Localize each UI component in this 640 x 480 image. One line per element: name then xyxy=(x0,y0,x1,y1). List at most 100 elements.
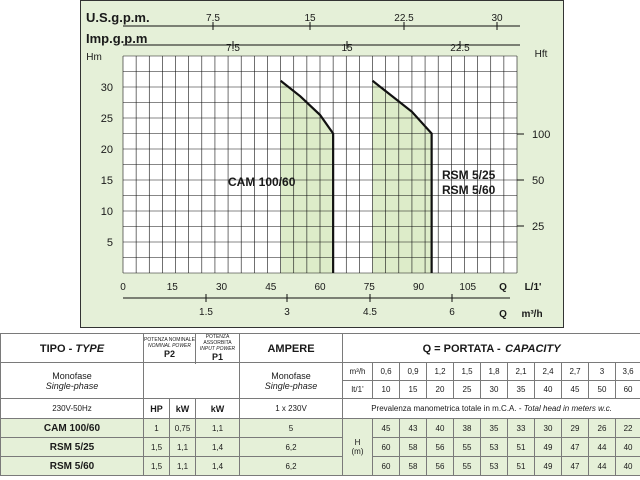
usgpm-tick-label: 22.5 xyxy=(394,13,414,24)
h-label: H xyxy=(354,438,361,447)
hp-cell: 1,5 xyxy=(143,456,170,476)
head-cell: 43 xyxy=(399,418,427,438)
head-cell: 35 xyxy=(480,418,508,438)
potenza-nominale-label: POTENZA NOMINALE xyxy=(144,337,195,343)
q-lt-cell: 20 xyxy=(426,380,454,399)
head-caption-cell: Prevalenza manometrica totale in m.C.A. … xyxy=(341,398,640,419)
hp-cell: 1 xyxy=(143,418,170,438)
pump-curve-chart: U.S.g.p.m.Imp.g.p.m7.5 15 22.5 307.5 15 22.5H… xyxy=(80,0,564,328)
x-bottom-tick-label: 45 xyxy=(265,282,277,293)
head-cell: 44 xyxy=(588,437,616,457)
pump-curve-chart-panel: U.S.g.p.m. Imp.g.p.m 7.5 15 22.5 30 7.5 15 22.5 H… xyxy=(80,0,564,328)
y-right-tick-label: 100 xyxy=(532,129,550,141)
head-cell: 33 xyxy=(507,418,535,438)
curve-annotation: RSM 5/60 xyxy=(442,183,496,197)
hp-header: HP xyxy=(143,398,170,419)
head-caption-en: Total head in meters w.c. xyxy=(523,404,612,413)
head-cell: 58 xyxy=(399,456,427,476)
q-m3h-cell: 1,2 xyxy=(426,362,454,381)
potenza-assorbita-label: POTENZA ASSORBITA xyxy=(203,334,232,347)
head-cell: 38 xyxy=(453,418,481,438)
head-cell: 29 xyxy=(561,418,589,438)
x-bottom-tick-label: 105 xyxy=(459,282,476,293)
head-cell: 58 xyxy=(399,437,427,457)
head-cell: 51 xyxy=(507,456,535,476)
p1-cell: 1,4 xyxy=(195,456,240,476)
impgpm-tick-label: 15 xyxy=(341,43,353,54)
q-lt-cell: 45 xyxy=(561,380,589,399)
usgpm-tick-label: 30 xyxy=(491,13,503,24)
q-lt-cell: 50 xyxy=(588,380,616,399)
q-lt-cell: 25 xyxy=(453,380,481,399)
portata-label: Q = PORTATA - xyxy=(422,343,501,355)
y-left-tick-label: 5 xyxy=(107,237,113,249)
supply-cell: 230V-50Hz xyxy=(0,398,144,419)
q-m3h-cell: 3 xyxy=(588,362,616,381)
head-cell: 47 xyxy=(561,437,589,457)
p1-label: P1 xyxy=(211,352,223,362)
model-cell: CAM 100/60 xyxy=(0,418,144,438)
head-cell: 40 xyxy=(426,418,454,438)
monofase-label: Monofase xyxy=(52,370,92,381)
nominal-power-label: NOMINAL POWER xyxy=(148,343,191,349)
impgpm-tick-label: 7.5 xyxy=(226,43,240,54)
table-row: CAM 100/60 1 0,75 1,1 5 H (m) 45 43 40 3… xyxy=(0,418,640,476)
capacity-header: Q = PORTATA - CAPACITY xyxy=(341,333,640,363)
q-lt-cell: 40 xyxy=(534,380,562,399)
x-bottom2-axis-label: Q xyxy=(499,309,507,320)
p2-cell: 1,1 xyxy=(169,437,196,457)
head-cell: 60 xyxy=(372,456,400,476)
x-bottom-tick-label: 0 xyxy=(120,282,126,293)
kw-p2-header: kW xyxy=(169,398,196,419)
x-bottom2-axis-unit: m³/h xyxy=(521,309,542,320)
type-label: TYPE xyxy=(75,343,105,355)
head-cell: 55 xyxy=(453,437,481,457)
head-cell: 55 xyxy=(453,456,481,476)
y-left-tick-label: 25 xyxy=(101,113,113,125)
ampere-header: AMPERE xyxy=(239,333,343,363)
q-m3h-cell: 2,4 xyxy=(534,362,562,381)
q-lt-cell: 15 xyxy=(399,380,427,399)
m3h-tick-label: 3 xyxy=(284,307,290,318)
capacity-label: CAPACITY xyxy=(505,343,561,355)
head-cell: 51 xyxy=(507,437,535,457)
head-cell: 22 xyxy=(614,418,640,438)
tipo-label: TIPO xyxy=(39,343,66,355)
x-bottom-axis-label: Q xyxy=(499,282,507,293)
y-left-axis-label: Hm xyxy=(86,52,102,63)
p1-cell: 1,4 xyxy=(195,437,240,457)
x-bottom-tick-label: 60 xyxy=(314,282,326,293)
p2-cell: 1,1 xyxy=(169,456,196,476)
head-cell: 53 xyxy=(480,456,508,476)
q-m3h-cell: 1,8 xyxy=(480,362,508,381)
model-cell: RSM 5/60 xyxy=(0,456,144,476)
power-spacer-cell xyxy=(143,362,240,399)
q-lt-cell: 10 xyxy=(372,380,400,399)
tipo-header: TIPO - TYPE xyxy=(0,333,144,363)
nominal-power-header: POTENZA NOMINALE NOMINAL POWER P2 xyxy=(143,333,196,363)
series-line-1 xyxy=(279,79,335,273)
pump-spec-table: TIPO - TYPE POTENZA NOMINALE NOMINAL POW… xyxy=(0,333,640,476)
x-bottom-tick-label: 15 xyxy=(167,282,179,293)
x-bottom-axis-unit: L/1' xyxy=(525,282,542,293)
p2-label: P2 xyxy=(163,349,175,359)
usgpm-axis-label: U.S.g.p.m. xyxy=(86,10,150,25)
kw-p1-header: kW xyxy=(195,398,240,419)
y-right-axis-label: Hft xyxy=(535,49,548,60)
usgpm-tick-label: 15 xyxy=(304,13,316,24)
head-cell: 56 xyxy=(426,437,454,457)
q-lt-cell: 30 xyxy=(480,380,508,399)
q-lt-cell: 60 xyxy=(614,380,640,399)
ampere-label: AMPERE xyxy=(267,343,315,355)
q-m3h-cell: 1,5 xyxy=(453,362,481,381)
impgpm-axis-label: Imp.g.p.m xyxy=(86,31,147,46)
input-power-label: INPUT POWER xyxy=(199,346,236,352)
m3h-tick-label: 4.5 xyxy=(363,307,377,318)
hp-cell: 1,5 xyxy=(143,437,170,457)
head-cell: 26 xyxy=(588,418,616,438)
head-cell: 47 xyxy=(561,456,589,476)
head-cell: 45 xyxy=(372,418,400,438)
ampere-phase-cell: Monofase Single-phase xyxy=(239,362,343,399)
h-unit-cell: H (m) xyxy=(342,418,373,476)
x-bottom-tick-label: 90 xyxy=(413,282,425,293)
